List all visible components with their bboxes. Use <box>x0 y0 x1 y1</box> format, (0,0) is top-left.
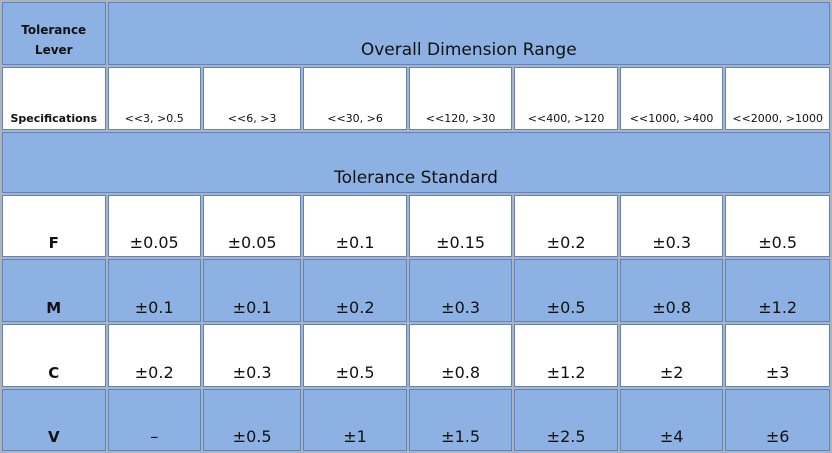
range-cell: <<30, >6 <box>303 66 407 130</box>
tolerance-value: ±0.1 <box>303 194 407 258</box>
tolerance-value: ±0.2 <box>514 194 618 258</box>
grade-label: M <box>2 259 106 323</box>
range-cell: <<400, >120 <box>514 66 618 130</box>
tolerance-value: ±0.5 <box>514 259 618 323</box>
range-cell: <<3, >0.5 <box>107 66 201 130</box>
tolerance-value: ±0.1 <box>107 259 201 323</box>
tolerance-value: ±0.3 <box>202 324 302 388</box>
tolerance-value: ±0.15 <box>408 194 513 258</box>
tolerance-value: ±2.5 <box>514 389 618 451</box>
tolerance-value: ±1.5 <box>408 389 513 451</box>
grade-label: V <box>2 389 106 451</box>
tolerance-value: ±0.2 <box>107 324 201 388</box>
tolerance-value: ±0.2 <box>303 259 407 323</box>
tolerance-value: – <box>107 389 201 451</box>
tolerance-value: ±0.3 <box>619 194 724 258</box>
tolerance-lever-header: Tolerance Lever <box>2 2 106 65</box>
tolerance-value: ±0.3 <box>408 259 513 323</box>
tolerance-value: ±0.8 <box>408 324 513 388</box>
tolerance-value: ±0.8 <box>619 259 724 323</box>
tolerance-value: ±0.05 <box>202 194 302 258</box>
specifications-label: Specifications <box>2 66 106 130</box>
table-row: F ±0.05 ±0.05 ±0.1 ±0.15 ±0.2 ±0.3 ±0.5 <box>2 194 830 258</box>
table-row: M ±0.1 ±0.1 ±0.2 ±0.3 ±0.5 ±0.8 ±1.2 <box>2 259 830 323</box>
range-cell: <<6, >3 <box>202 66 302 130</box>
tolerance-value: ±1 <box>303 389 407 451</box>
tolerance-value: ±3 <box>725 324 830 388</box>
tolerance-value: ±2 <box>619 324 724 388</box>
tolerance-standard-row: Tolerance Standard <box>2 131 830 193</box>
range-cell: <<2000, >1000 <box>725 66 830 130</box>
tolerance-value: ±0.5 <box>303 324 407 388</box>
table-row: V – ±0.5 ±1 ±1.5 ±2.5 ±4 ±6 <box>2 389 830 451</box>
table-row: C ±0.2 ±0.3 ±0.5 ±0.8 ±1.2 ±2 ±3 <box>2 324 830 388</box>
overall-dimension-range-header: Overall Dimension Range <box>107 2 830 65</box>
range-cell: <<120, >30 <box>408 66 513 130</box>
specifications-row: Specifications <<3, >0.5 <<6, >3 <<30, >… <box>2 66 830 130</box>
tolerance-value: ±6 <box>725 389 830 451</box>
header-row: Tolerance Lever Overall Dimension Range <box>2 2 830 65</box>
tolerance-value: ±0.1 <box>202 259 302 323</box>
range-cell: <<1000, >400 <box>619 66 724 130</box>
tolerance-value: ±1.2 <box>514 324 618 388</box>
tolerance-value: ±0.05 <box>107 194 201 258</box>
grade-label: F <box>2 194 106 258</box>
tolerance-value: ±0.5 <box>725 194 830 258</box>
tolerance-value: ±1.2 <box>725 259 830 323</box>
grade-label: C <box>2 324 106 388</box>
tolerance-value: ±4 <box>619 389 724 451</box>
tolerance-value: ±0.5 <box>202 389 302 451</box>
tolerance-standard-header: Tolerance Standard <box>2 131 830 193</box>
